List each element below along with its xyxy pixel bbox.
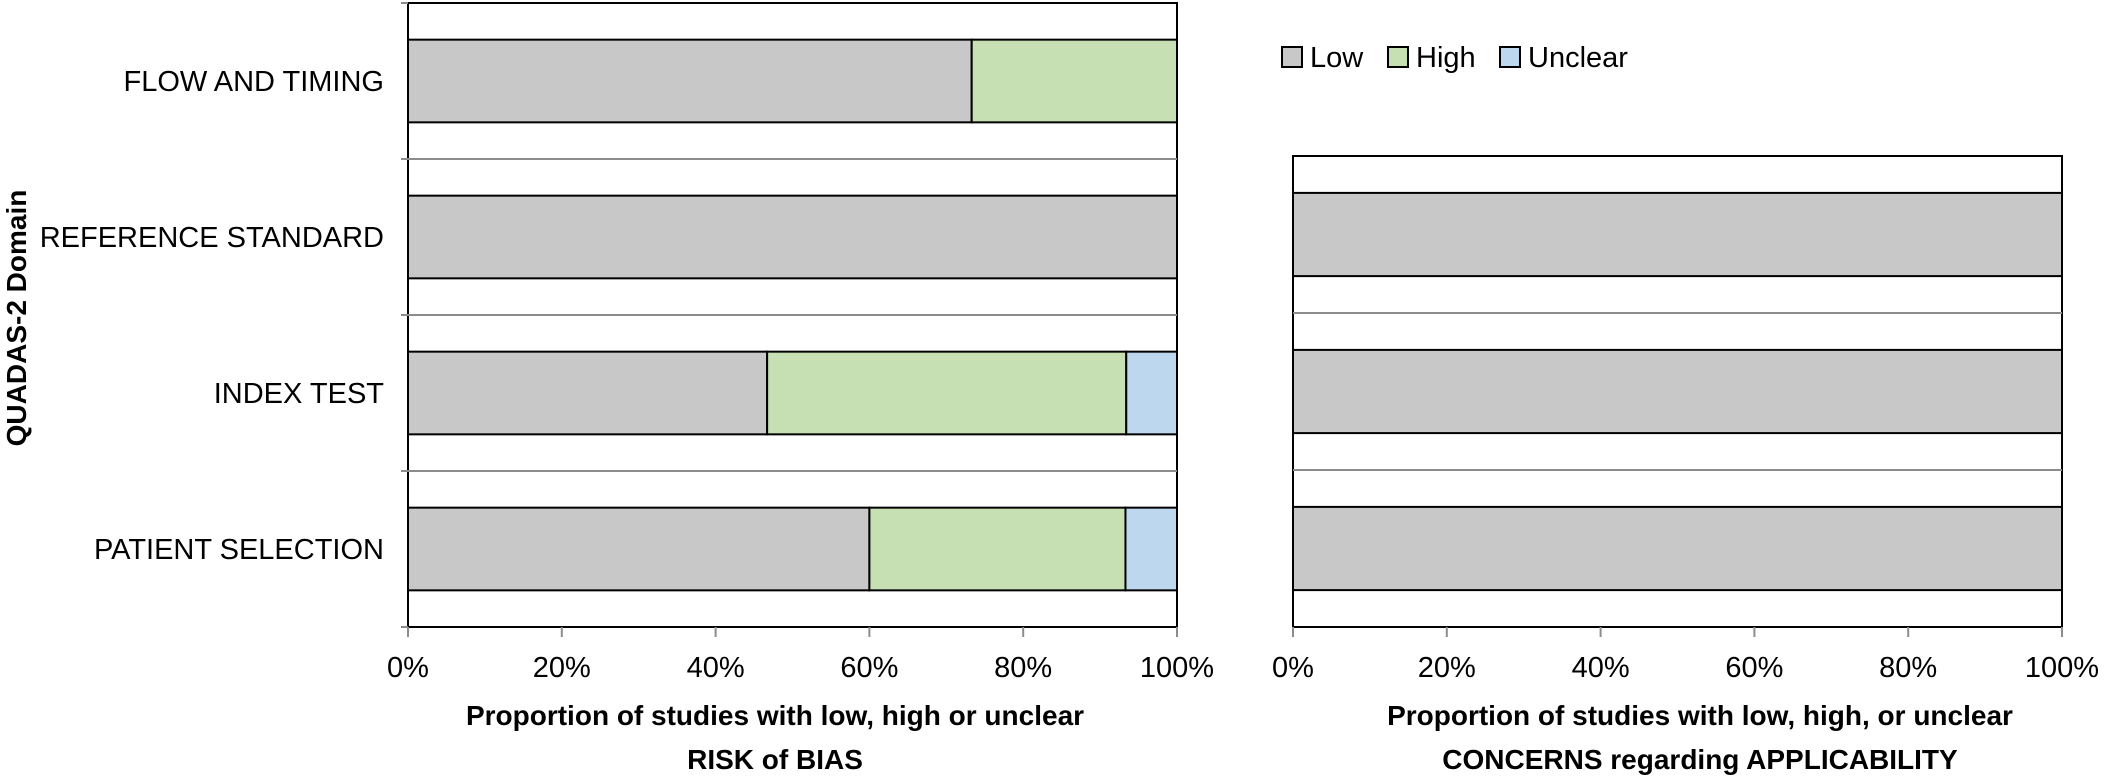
risk-bar-low xyxy=(407,38,973,124)
applicability-x-tick-label: 0% xyxy=(1272,652,1314,684)
risk-x-tick-label: 0% xyxy=(387,652,429,684)
risk-category-label: INDEX TEST xyxy=(214,378,385,410)
applicability-bar-low xyxy=(1292,191,2063,278)
legend-label-low: Low xyxy=(1310,42,1364,74)
risk-bar-low xyxy=(407,350,769,436)
applicability-x-tick-label: 100% xyxy=(2025,652,2099,684)
risk-bar-unclear xyxy=(1125,350,1178,436)
applicability-x-tick-label: 60% xyxy=(1725,652,1783,684)
risk-bar-low xyxy=(407,194,1178,280)
legend-swatch-high xyxy=(1387,46,1409,68)
risk-category-label: PATIENT SELECTION xyxy=(94,534,384,566)
applicability-x-tick-label: 40% xyxy=(1572,652,1630,684)
applicability-x-tick-label: 20% xyxy=(1418,652,1476,684)
legend-label-unclear: Unclear xyxy=(1528,42,1628,74)
legend-label-high: High xyxy=(1416,42,1476,74)
legend-swatch-low xyxy=(1281,46,1303,68)
risk-bar-unclear xyxy=(1124,506,1179,592)
applicability-bar-low xyxy=(1292,505,2063,592)
risk-bar-high xyxy=(970,38,1178,124)
left-x-axis-title-line1: Proportion of studies with low, high or … xyxy=(466,700,1084,731)
legend-swatch-unclear xyxy=(1499,46,1521,68)
legend: Low High Unclear xyxy=(1281,42,1628,74)
applicability-bar-low xyxy=(1292,348,2063,435)
left-x-axis-title-line2: RISK of BIAS xyxy=(687,744,863,775)
risk-x-tick-label: 40% xyxy=(687,652,745,684)
applicability-x-tick-label: 80% xyxy=(1879,652,1937,684)
y-axis-title: QUADAS-2 Domain xyxy=(1,190,32,447)
risk-x-tick-label: 60% xyxy=(840,652,898,684)
risk-bar-high xyxy=(868,506,1127,592)
risk-category-label: REFERENCE STANDARD xyxy=(40,222,384,254)
right-x-axis-title-line1: Proportion of studies with low, high, or… xyxy=(1387,700,2013,731)
risk-bar-low xyxy=(407,506,871,592)
risk-x-tick-label: 80% xyxy=(994,652,1052,684)
right-x-axis-title-line2: CONCERNS regarding APPLICABILITY xyxy=(1442,744,1958,775)
risk-x-tick-label: 20% xyxy=(533,652,591,684)
risk-x-tick-label: 100% xyxy=(1140,652,1214,684)
risk-category-label: FLOW AND TIMING xyxy=(124,66,384,98)
risk-bar-high xyxy=(766,350,1128,436)
plots: PATIENT SELECTION INDEX TEST REFERENCE STA… xyxy=(40,2,2099,684)
